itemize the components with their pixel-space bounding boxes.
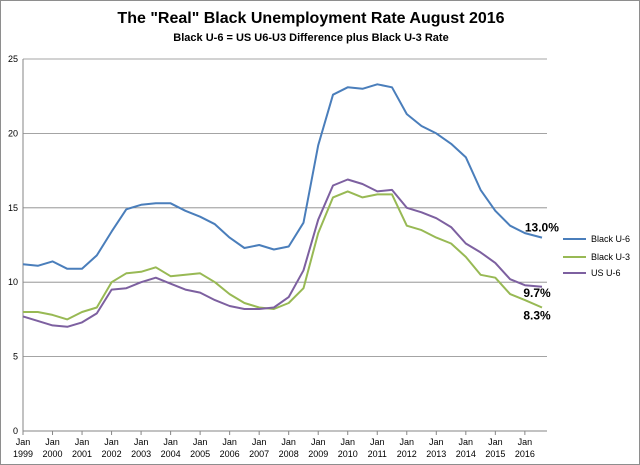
legend-entry: Black U-3 <box>591 252 630 262</box>
y-tick-label: 20 <box>8 128 18 138</box>
gridlines <box>23 58 547 358</box>
x-tick-label-month: Jan <box>104 437 119 447</box>
x-tick-label-year: 2011 <box>368 449 387 459</box>
x-tick-label-year: 2016 <box>515 449 535 459</box>
legend-entry: Black U-6 <box>591 234 630 244</box>
x-tick-label-year: 2010 <box>338 449 358 459</box>
series-line-black-u-3 <box>23 190 543 321</box>
x-tick-label-year: 2005 <box>190 449 210 459</box>
x-tick-label-month: Jan <box>134 437 149 447</box>
axes: 0 5 10 15 20 25 Jan 1999 Jan 2000 Jan 2001 Jan 2002 Ja… <box>8 54 547 459</box>
value-annotation: 8.3% <box>523 308 551 322</box>
x-tick-label-year: 2012 <box>397 449 417 459</box>
x-tick-label-year: 2007 <box>249 449 269 459</box>
x-tick-label-year: 2009 <box>308 449 328 459</box>
x-tick-label-month: Jan <box>400 437 415 447</box>
x-tick-label-year: 2008 <box>279 449 299 459</box>
x-tick-label-year: 2001 <box>72 449 92 459</box>
x-tick-label-year: 1999 <box>13 449 33 459</box>
x-tick-label-month: Jan <box>370 437 385 447</box>
y-tick-label: 10 <box>8 277 18 287</box>
x-tick-label-month: Jan <box>193 437 208 447</box>
x-tick-label-month: Jan <box>252 437 267 447</box>
x-tick-label-month: Jan <box>311 437 326 447</box>
x-tick-label-year: 2004 <box>161 449 181 459</box>
x-tick-label-month: Jan <box>340 437 355 447</box>
x-tick-label-year: 2002 <box>102 449 122 459</box>
x-tick-label-month: Jan <box>75 437 90 447</box>
x-tick-label-month: Jan <box>222 437 237 447</box>
x-tick-label-month: Jan <box>518 437 533 447</box>
value-annotation: 13.0% <box>525 221 559 235</box>
x-tick-label-year: 2006 <box>220 449 240 459</box>
x-tick-label-year: 2000 <box>43 449 63 459</box>
y-tick-label: 25 <box>8 54 18 64</box>
chart-title: The "Real" Black Unemployment Rate Augus… <box>117 10 504 27</box>
x-tick-label-year: 2013 <box>426 449 446 459</box>
series-lines <box>22 83 543 328</box>
y-tick-label: 5 <box>13 352 18 362</box>
x-tick-label-year: 2015 <box>485 449 505 459</box>
legend-entry: US U-6 <box>591 268 621 278</box>
x-tick-label-month: Jan <box>45 437 60 447</box>
series-line-black-u-6 <box>22 83 543 270</box>
legend: Black U-6 Black U-3 US U-6 <box>563 234 630 278</box>
x-tick-label-month: Jan <box>16 437 31 447</box>
x-tick-label-year: 2014 <box>456 449 476 459</box>
x-tick-label-month: Jan <box>163 437 178 447</box>
x-tick-label-month: Jan <box>281 437 296 447</box>
x-tick-label-month: Jan <box>488 437 503 447</box>
y-tick-label: 15 <box>8 203 18 213</box>
series-line-us-u-6 <box>22 178 543 328</box>
x-tick-label-month: Jan <box>459 437 474 447</box>
chart-subtitle: Black U-6 = US U6-U3 Difference plus Bla… <box>173 32 448 44</box>
annotations: 13.0% 9.7% 8.3% <box>523 221 559 323</box>
x-tick-label-month: Jan <box>429 437 444 447</box>
value-annotation: 9.7% <box>523 286 551 300</box>
x-tick-label-year: 2003 <box>131 449 151 459</box>
y-tick-label: 0 <box>13 426 18 436</box>
